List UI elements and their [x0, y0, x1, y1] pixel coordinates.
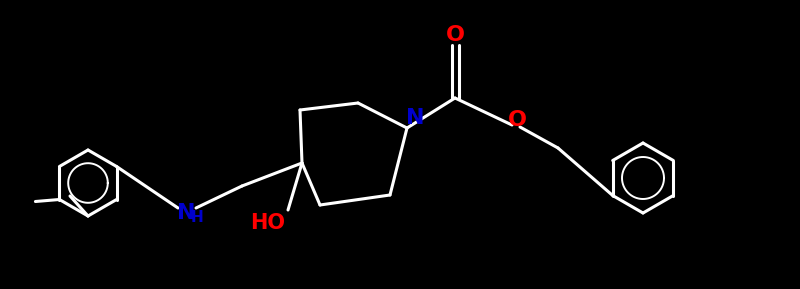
Text: N: N	[406, 108, 424, 128]
Text: O: O	[446, 25, 465, 45]
Text: HO: HO	[250, 213, 286, 233]
Text: N: N	[177, 203, 195, 223]
Text: H: H	[190, 210, 203, 225]
Text: O: O	[507, 110, 526, 130]
